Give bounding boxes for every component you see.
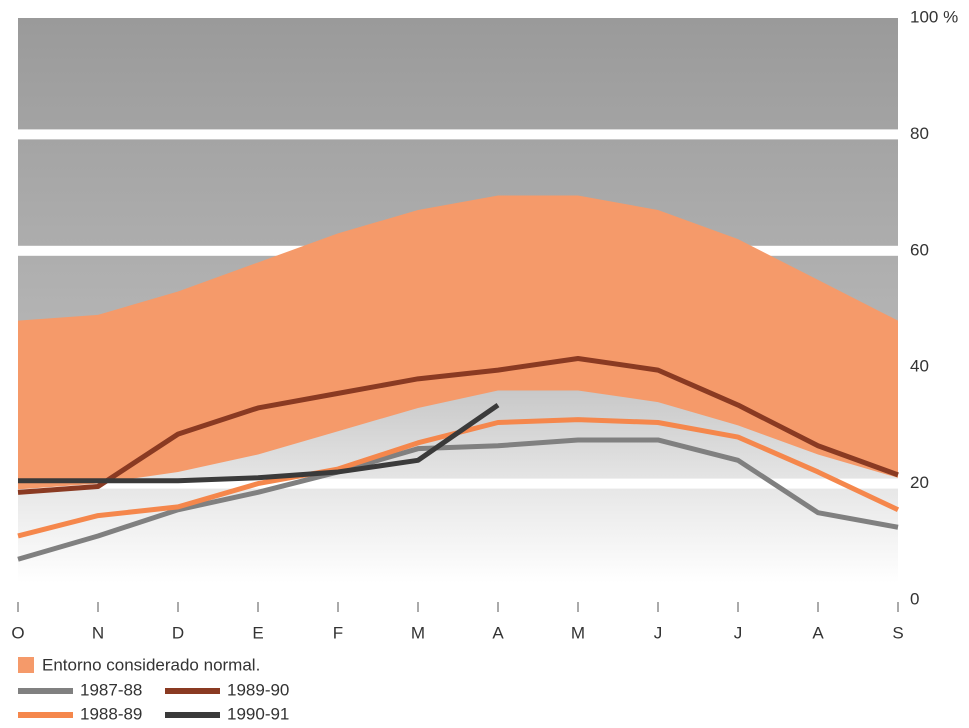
x-tick-label: A: [492, 623, 504, 642]
y-tick-label: 60: [910, 240, 929, 259]
y-tick-label: 80: [910, 124, 929, 143]
legend-label: 1989-90: [227, 680, 289, 699]
x-tick-label: J: [734, 623, 743, 642]
x-tick-label: A: [812, 623, 824, 642]
legend-label: 1988-89: [80, 704, 142, 723]
series-line: [17, 355, 899, 495]
grid-line: [18, 129, 898, 140]
legend-label: 1990-91: [227, 704, 289, 723]
legend-label: 1987-88: [80, 680, 142, 699]
x-tick-label: E: [252, 623, 263, 642]
x-tick-label: D: [172, 623, 184, 642]
legend-label: Entorno considerado normal.: [42, 655, 260, 674]
x-tick-label: M: [571, 623, 585, 642]
x-tick-label: J: [654, 623, 663, 642]
grid-line: [18, 478, 898, 489]
x-tick-label: N: [92, 623, 104, 642]
x-tick-label: O: [11, 623, 24, 642]
x-tick-label: F: [333, 623, 343, 642]
y-tick-label: 40: [910, 357, 929, 376]
legend-swatch: [18, 657, 34, 673]
y-tick-label: 0: [910, 589, 919, 608]
series-line: [18, 402, 500, 484]
y-tick-label: 100 %: [910, 7, 958, 26]
y-tick-label: 20: [910, 473, 929, 492]
series-line: [17, 437, 899, 562]
x-tick-label: M: [411, 623, 425, 642]
x-tick-label: S: [892, 623, 903, 642]
